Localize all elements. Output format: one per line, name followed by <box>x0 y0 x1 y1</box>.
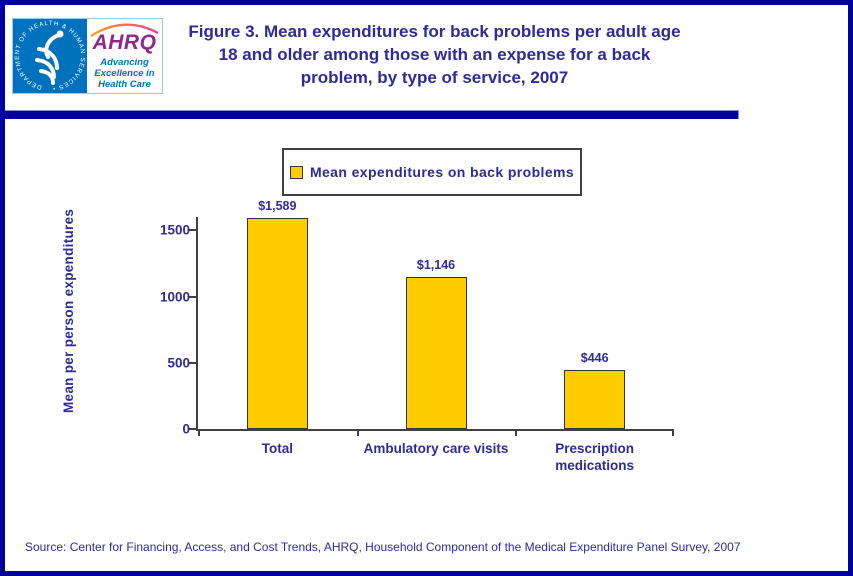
plot-area: 0 500 1000 1500 $1,589 Total $1,146 Ambulatory … <box>160 199 674 473</box>
figure-title: Figure 3. Mean expenditures for back pro… <box>188 22 681 87</box>
x-tick-mark <box>515 429 518 436</box>
x-tick-mark <box>356 429 359 436</box>
hhs-eagle-icon: DEPARTMENT OF HEALTH & HUMAN SERVICES • … <box>13 19 86 92</box>
category-label: Prescription medications <box>555 441 635 473</box>
y-tick-mark <box>188 361 196 364</box>
ahrq-wordmark: AHRQ Advancing Excellence in Health Care <box>87 19 162 93</box>
x-tick-mark <box>198 429 200 436</box>
category-label: Ambulatory care visits <box>363 441 509 456</box>
ahrq-logo: DEPARTMENT OF HEALTH & HUMAN SERVICES • … <box>12 18 163 94</box>
y-tick-label: 1500 <box>159 222 190 238</box>
bar-value-label: $446 <box>580 350 609 365</box>
legend-swatch-icon <box>289 165 303 179</box>
svg-text:DEPARTMENT OF HEALTH & HUMAN S: DEPARTMENT OF HEALTH & HUMAN SERVICES • … <box>13 19 86 92</box>
y-tick-mark <box>188 428 196 430</box>
bar-prescription-medications <box>564 369 626 429</box>
bar-ambulatory-care-visits <box>405 277 467 429</box>
ahrq-arc-icon <box>90 23 159 38</box>
y-tick-label: 1000 <box>159 289 190 304</box>
y-tick-label: 500 <box>167 355 190 371</box>
hhs-seal-text: DEPARTMENT OF HEALTH & HUMAN SERVICES • … <box>13 19 85 92</box>
legend-label: Mean expenditures on back problems <box>309 164 575 180</box>
ahrq-acronym: AHRQ <box>92 31 157 54</box>
y-tick-label: 0 <box>182 421 190 437</box>
x-tick-mark <box>672 429 674 436</box>
category-label: Total <box>261 441 293 456</box>
bar-value-label: $1,589 <box>258 199 297 214</box>
header-divider-bar <box>5 110 739 119</box>
y-tick-mark <box>188 229 196 232</box>
ahrq-tagline: Advancing Excellence in Health Care <box>94 57 155 90</box>
hhs-seal: DEPARTMENT OF HEALTH & HUMAN SERVICES • … <box>13 19 87 93</box>
y-tick-mark <box>188 295 196 298</box>
bar-value-label: $1,146 <box>416 258 456 273</box>
y-axis-title: Mean per person expenditures <box>61 208 76 414</box>
legend: Mean expenditures on back problems <box>282 148 582 196</box>
bar-total <box>246 218 308 429</box>
source-note: Source: Center for Financing, Access, an… <box>25 540 741 554</box>
